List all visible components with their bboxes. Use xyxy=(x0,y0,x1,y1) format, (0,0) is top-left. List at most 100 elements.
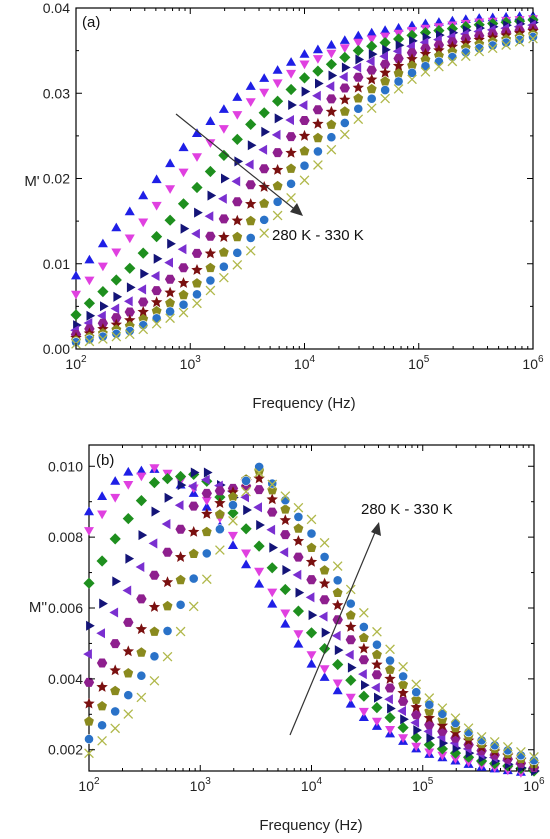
panel-b-series-10-point xyxy=(476,731,487,742)
panel-b-series-9-point xyxy=(214,524,225,535)
panel-a-series-6-point xyxy=(138,297,149,307)
panel-a-series-3-point xyxy=(191,181,203,194)
panel-b-series-3-point xyxy=(96,555,108,567)
panel-a-series-4-point xyxy=(113,291,123,302)
panel-b-series-1-point xyxy=(123,466,134,476)
panel-b-series-7-point xyxy=(318,577,331,589)
panel-a-series-9-point xyxy=(218,261,229,272)
panel-a-series-2-point xyxy=(286,69,297,79)
panel-b-series-5-point xyxy=(240,492,249,503)
panel-a-series-5-point xyxy=(379,51,388,62)
panel-a-series-9-point xyxy=(97,331,108,342)
panel-b-series-9-point xyxy=(201,548,212,559)
panel-b-series-7-point xyxy=(358,642,370,654)
panel-a-series-1-point xyxy=(326,39,337,49)
panel-a-series-2-point xyxy=(205,139,216,148)
panel-a-series-1-point xyxy=(259,73,270,82)
panel-a-series-2-point xyxy=(218,125,229,134)
panel-b-series-10-point xyxy=(424,693,435,703)
panel-b-series-1-point xyxy=(345,698,356,708)
panel-a-series-4-point xyxy=(288,100,297,110)
panel-b-series-4-point xyxy=(125,553,135,564)
panel-b-series-6-point xyxy=(397,696,409,706)
panel-a-series-4-point xyxy=(355,54,365,65)
panel-a-series-10-point xyxy=(420,67,431,77)
panel-a-series-7-point xyxy=(298,129,311,141)
panel-a-series-8-point xyxy=(299,146,310,156)
panel-a-y-tick-label: 0.00 xyxy=(43,341,70,357)
panel-b-series-4-point xyxy=(112,576,121,587)
panel-a-series-9-point xyxy=(178,299,189,310)
panel-a-series-1-point xyxy=(366,27,377,37)
panel-b-series-10-point xyxy=(529,751,539,762)
panel-a-series-3-point xyxy=(151,231,163,243)
panel-a-series-3-point xyxy=(379,37,391,49)
panel-b-x-axis-label: Frequency (Hz) xyxy=(259,817,362,834)
panel-a-series-4-point xyxy=(341,62,351,73)
panel-a-series-8-point xyxy=(151,305,162,316)
panel-a-series-10-point xyxy=(286,192,296,203)
panel-a-series-10-point xyxy=(192,298,202,309)
panel-b-series-6-point xyxy=(319,595,330,605)
panel-a-series-2-point xyxy=(165,185,176,194)
panel-a-series-6-point xyxy=(232,197,243,207)
panel-b-series-10-point xyxy=(228,516,238,526)
panel-a-series-9-point xyxy=(138,320,149,331)
panel-a-series-9-point xyxy=(434,56,444,67)
panel-a-series-8-point xyxy=(218,247,229,257)
panel-b-series-3-point xyxy=(266,562,278,574)
panel-b-series-9-point xyxy=(84,734,94,745)
panel-b-series-3-point xyxy=(305,627,318,639)
panel-a-series-4-point xyxy=(368,49,378,60)
panel-a-series-8-point xyxy=(245,215,256,226)
panel-a-series-9-point xyxy=(474,43,485,54)
panel-b-series-9-point xyxy=(254,461,265,472)
panel-b-y-tick-label: 0.006 xyxy=(48,600,83,616)
panel-a-series-10-point xyxy=(393,84,404,94)
panel-b-series-5-point xyxy=(279,547,289,558)
panel-b-series-7-point xyxy=(214,497,226,508)
panel-b-series-9-point xyxy=(136,670,147,681)
panel-a-series-3-point xyxy=(312,65,324,77)
panel-b-series-2-point xyxy=(332,679,343,689)
panel-a-series-10-point xyxy=(151,318,162,329)
panel-b-series-4-point xyxy=(361,680,370,691)
panel-b-series-7-point xyxy=(253,472,265,484)
panel-b-series-5-point xyxy=(371,682,380,693)
panel-a-series-10-point xyxy=(111,331,122,342)
panel-a-series-4-point xyxy=(301,86,311,97)
panel-a-series-2-point xyxy=(111,248,122,258)
panel-a-series-10-point xyxy=(299,175,310,186)
panel-a-series-5-point xyxy=(137,284,147,295)
panel-a-series-2-point xyxy=(71,290,81,300)
panel-a-series-7-point xyxy=(124,314,136,326)
panel-b-y-tick-label: 0.002 xyxy=(48,742,83,758)
panel-b-series-6-point xyxy=(175,524,186,534)
panel-b-series-8-point xyxy=(175,574,186,585)
panel-a-series-1-point xyxy=(138,190,149,200)
panel-a-series-6-point xyxy=(111,313,122,323)
panel-b-series-10-point xyxy=(319,537,330,548)
panel-a-series-3-point xyxy=(325,58,337,70)
panel-a-series-1-point xyxy=(232,92,243,101)
panel-a-series-6-point xyxy=(312,105,324,115)
panel-b-series-6-point xyxy=(110,639,121,649)
panel-a-data-markers xyxy=(70,10,539,349)
panel-b-series-6-point xyxy=(136,594,147,604)
panel-b-series-2-point xyxy=(345,693,356,703)
panel-b-series-4-point xyxy=(243,505,252,516)
panel-a-series-1-point xyxy=(353,30,364,40)
panel-a-series-3-point xyxy=(231,133,243,145)
panel-a-series-3-point xyxy=(164,214,176,226)
panel-b-series-9-point xyxy=(398,671,409,682)
panel-a-series-2-point xyxy=(366,35,377,45)
panel-b-series-2-point xyxy=(84,527,94,536)
panel-a-series-8-point xyxy=(205,262,216,273)
panel-a-series-9-point xyxy=(84,334,95,345)
panel-a-series-7-point xyxy=(433,44,445,56)
panel-a-series-4-point xyxy=(395,40,405,51)
panel-a-series-4-point xyxy=(274,113,284,124)
panel-a-series-1-point xyxy=(218,104,229,113)
panel-a-series-10-point xyxy=(487,43,498,54)
panel-b-series-3-point xyxy=(292,605,304,617)
